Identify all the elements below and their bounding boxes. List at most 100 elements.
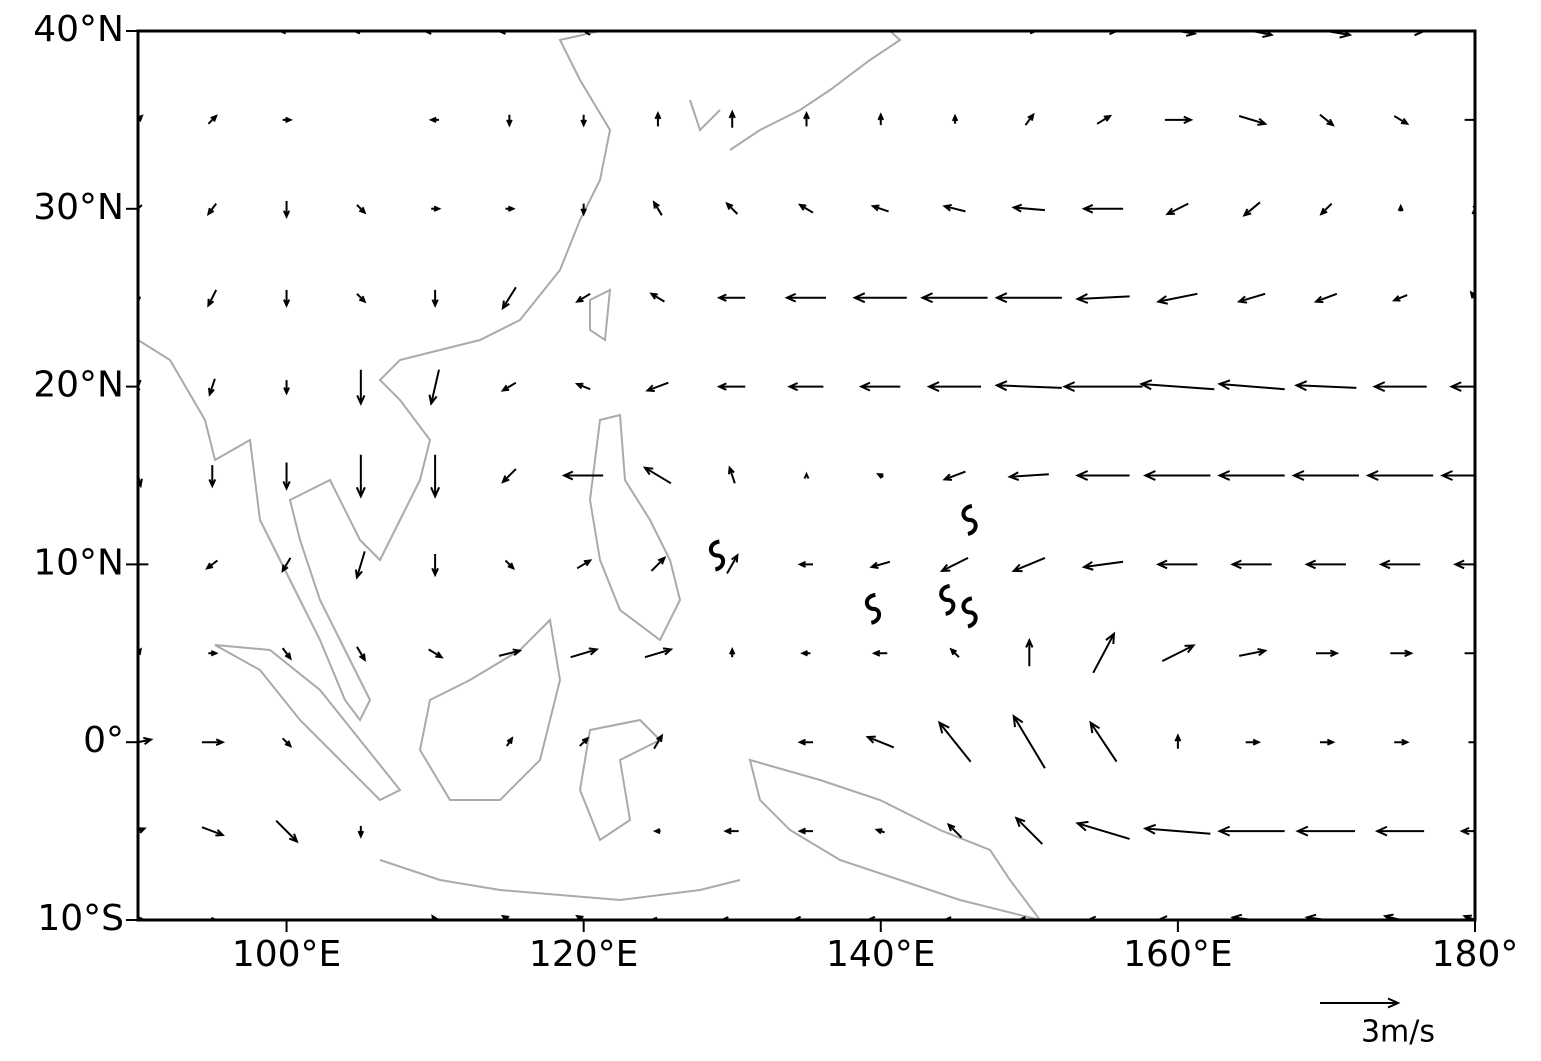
- wind-vector: [728, 109, 736, 128]
- wind-vector: [1230, 913, 1260, 920]
- wind-vector: [501, 286, 517, 311]
- reference-label: 3m/s: [1361, 1015, 1435, 1050]
- wind-vector: [949, 647, 960, 658]
- wind-vector: [1075, 820, 1130, 840]
- wind-vector: [138, 471, 143, 489]
- wind-vector: [926, 381, 982, 393]
- wind-vector: [1468, 741, 1475, 744]
- lat-label: 10°S: [37, 898, 124, 939]
- wind-vector: [207, 289, 218, 308]
- wind-vector: [1075, 470, 1130, 481]
- wind-vector: [422, 31, 446, 35]
- wind-vector: [501, 468, 517, 484]
- wind-vector: [431, 205, 442, 212]
- wind-vector: [1155, 559, 1198, 570]
- wind-vector: [1374, 825, 1425, 837]
- wind-vector: [920, 292, 988, 304]
- wind-vector: [1142, 470, 1211, 481]
- wind-vector: [576, 559, 593, 570]
- wind-vector: [787, 382, 824, 392]
- lat-label: 40°N: [33, 9, 124, 50]
- coastline: [138, 31, 612, 722]
- wind-vector: [803, 471, 810, 479]
- lon-label: 180°: [1432, 934, 1519, 975]
- wind-vector: [1394, 738, 1410, 746]
- wind-vector: [797, 203, 814, 214]
- typhoon-symbol: [864, 592, 882, 625]
- wind-vector: [1217, 825, 1285, 837]
- wind-vector: [281, 647, 292, 661]
- wind-vector: [356, 293, 367, 304]
- wind-vector: [1014, 816, 1044, 845]
- wind-vector: [505, 205, 516, 212]
- wind-vector: [653, 733, 664, 750]
- wind-vector: [498, 648, 523, 657]
- wind-vector: [504, 559, 516, 571]
- wind-vector: [645, 381, 669, 392]
- wind-vector: [642, 466, 672, 485]
- wind-vector: [1464, 118, 1475, 121]
- wind-vector: [942, 470, 966, 481]
- typhoon-symbol: [708, 539, 726, 572]
- lat-label: 20°N: [33, 365, 124, 406]
- lat-label: 10°N: [33, 542, 124, 583]
- coastline: [589, 288, 612, 342]
- coastline: [588, 413, 682, 642]
- wind-vector: [1304, 559, 1346, 570]
- wind-vector: [1245, 738, 1262, 746]
- wind-vector: [1075, 293, 1130, 304]
- wind-vector: [1161, 644, 1196, 662]
- wind-vector: [727, 465, 736, 484]
- wind-vector: [1236, 292, 1266, 304]
- wind-vector: [1393, 115, 1410, 126]
- wind-vector: [1139, 379, 1215, 391]
- wind-vector: [428, 648, 444, 659]
- wind-vector: [875, 473, 884, 479]
- wind-vector: [1092, 631, 1116, 674]
- wind-vector: [994, 292, 1062, 304]
- wind-vector: [356, 646, 366, 662]
- coastlines: [138, 31, 1042, 920]
- coastline: [748, 758, 1042, 920]
- wind-vector: [1081, 203, 1124, 214]
- wind-vector: [1453, 559, 1475, 570]
- wind-vector: [1294, 380, 1357, 392]
- coastline: [689, 31, 902, 151]
- wind-vector: [1085, 915, 1120, 920]
- vector-field: [138, 31, 1475, 920]
- wind-vector: [580, 203, 587, 217]
- coastline: [214, 644, 402, 802]
- wind-vector: [797, 560, 813, 568]
- wind-vector: [1365, 470, 1434, 481]
- wind-vector: [644, 647, 674, 659]
- wind-vector: [1304, 913, 1335, 920]
- wind-vector: [1025, 637, 1034, 667]
- wind-vector: [138, 204, 143, 213]
- wind-vector: [428, 116, 440, 124]
- wind-vector: [803, 110, 810, 127]
- wind-vector: [1378, 559, 1421, 570]
- wind-vector: [283, 289, 291, 308]
- wind-vector: [1397, 203, 1404, 212]
- wind-vector: [1174, 733, 1182, 749]
- wind-vector: [871, 649, 888, 657]
- wind-vector: [579, 736, 590, 747]
- wind-vector: [500, 381, 517, 392]
- wind-vector: [1011, 203, 1046, 213]
- wind-vector: [1155, 915, 1198, 920]
- lon-label: 160°E: [1123, 934, 1232, 975]
- wind-vector: [430, 454, 441, 499]
- wind-vector: [652, 828, 661, 835]
- wind-vector: [797, 827, 813, 835]
- wind-vector: [574, 382, 591, 391]
- wind-vector: [1291, 470, 1359, 481]
- wind-vector: [561, 470, 604, 481]
- wind-vector: [1464, 652, 1475, 655]
- wind-vector: [650, 556, 667, 572]
- wind-vector: [1390, 649, 1414, 658]
- wind-vector: [355, 454, 366, 499]
- wind-vector: [1165, 202, 1189, 216]
- wind-vector: [277, 31, 294, 35]
- wind-vector: [1142, 823, 1211, 835]
- wind-vector: [207, 114, 218, 125]
